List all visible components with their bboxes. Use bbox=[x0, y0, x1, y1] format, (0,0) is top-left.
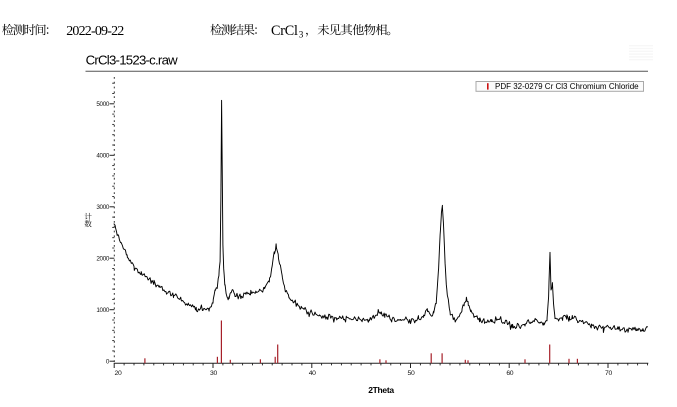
svg-text:2000: 2000 bbox=[96, 255, 109, 262]
svg-text:PDF 32-0279 Cr Cl3 Chromium Ch: PDF 32-0279 Cr Cl3 Chromium Chloride bbox=[495, 82, 639, 91]
svg-text:40: 40 bbox=[309, 370, 316, 377]
svg-text:20: 20 bbox=[115, 370, 122, 377]
svg-text:0: 0 bbox=[106, 358, 110, 365]
svg-text:CrCl: CrCl bbox=[271, 23, 298, 39]
svg-text:3000: 3000 bbox=[96, 204, 109, 211]
svg-text:50: 50 bbox=[408, 370, 415, 377]
svg-text:3: 3 bbox=[299, 30, 304, 40]
svg-text:60: 60 bbox=[506, 370, 513, 377]
svg-text:2022-09-22: 2022-09-22 bbox=[66, 24, 124, 39]
svg-text:5000: 5000 bbox=[96, 101, 109, 108]
svg-text:30: 30 bbox=[210, 370, 217, 377]
svg-text:2Theta: 2Theta bbox=[368, 385, 394, 395]
svg-text:CrCl3-1523-c.raw: CrCl3-1523-c.raw bbox=[86, 52, 179, 67]
svg-text:70: 70 bbox=[605, 370, 612, 377]
svg-text:1000: 1000 bbox=[96, 307, 109, 314]
svg-text:4000: 4000 bbox=[96, 152, 109, 159]
